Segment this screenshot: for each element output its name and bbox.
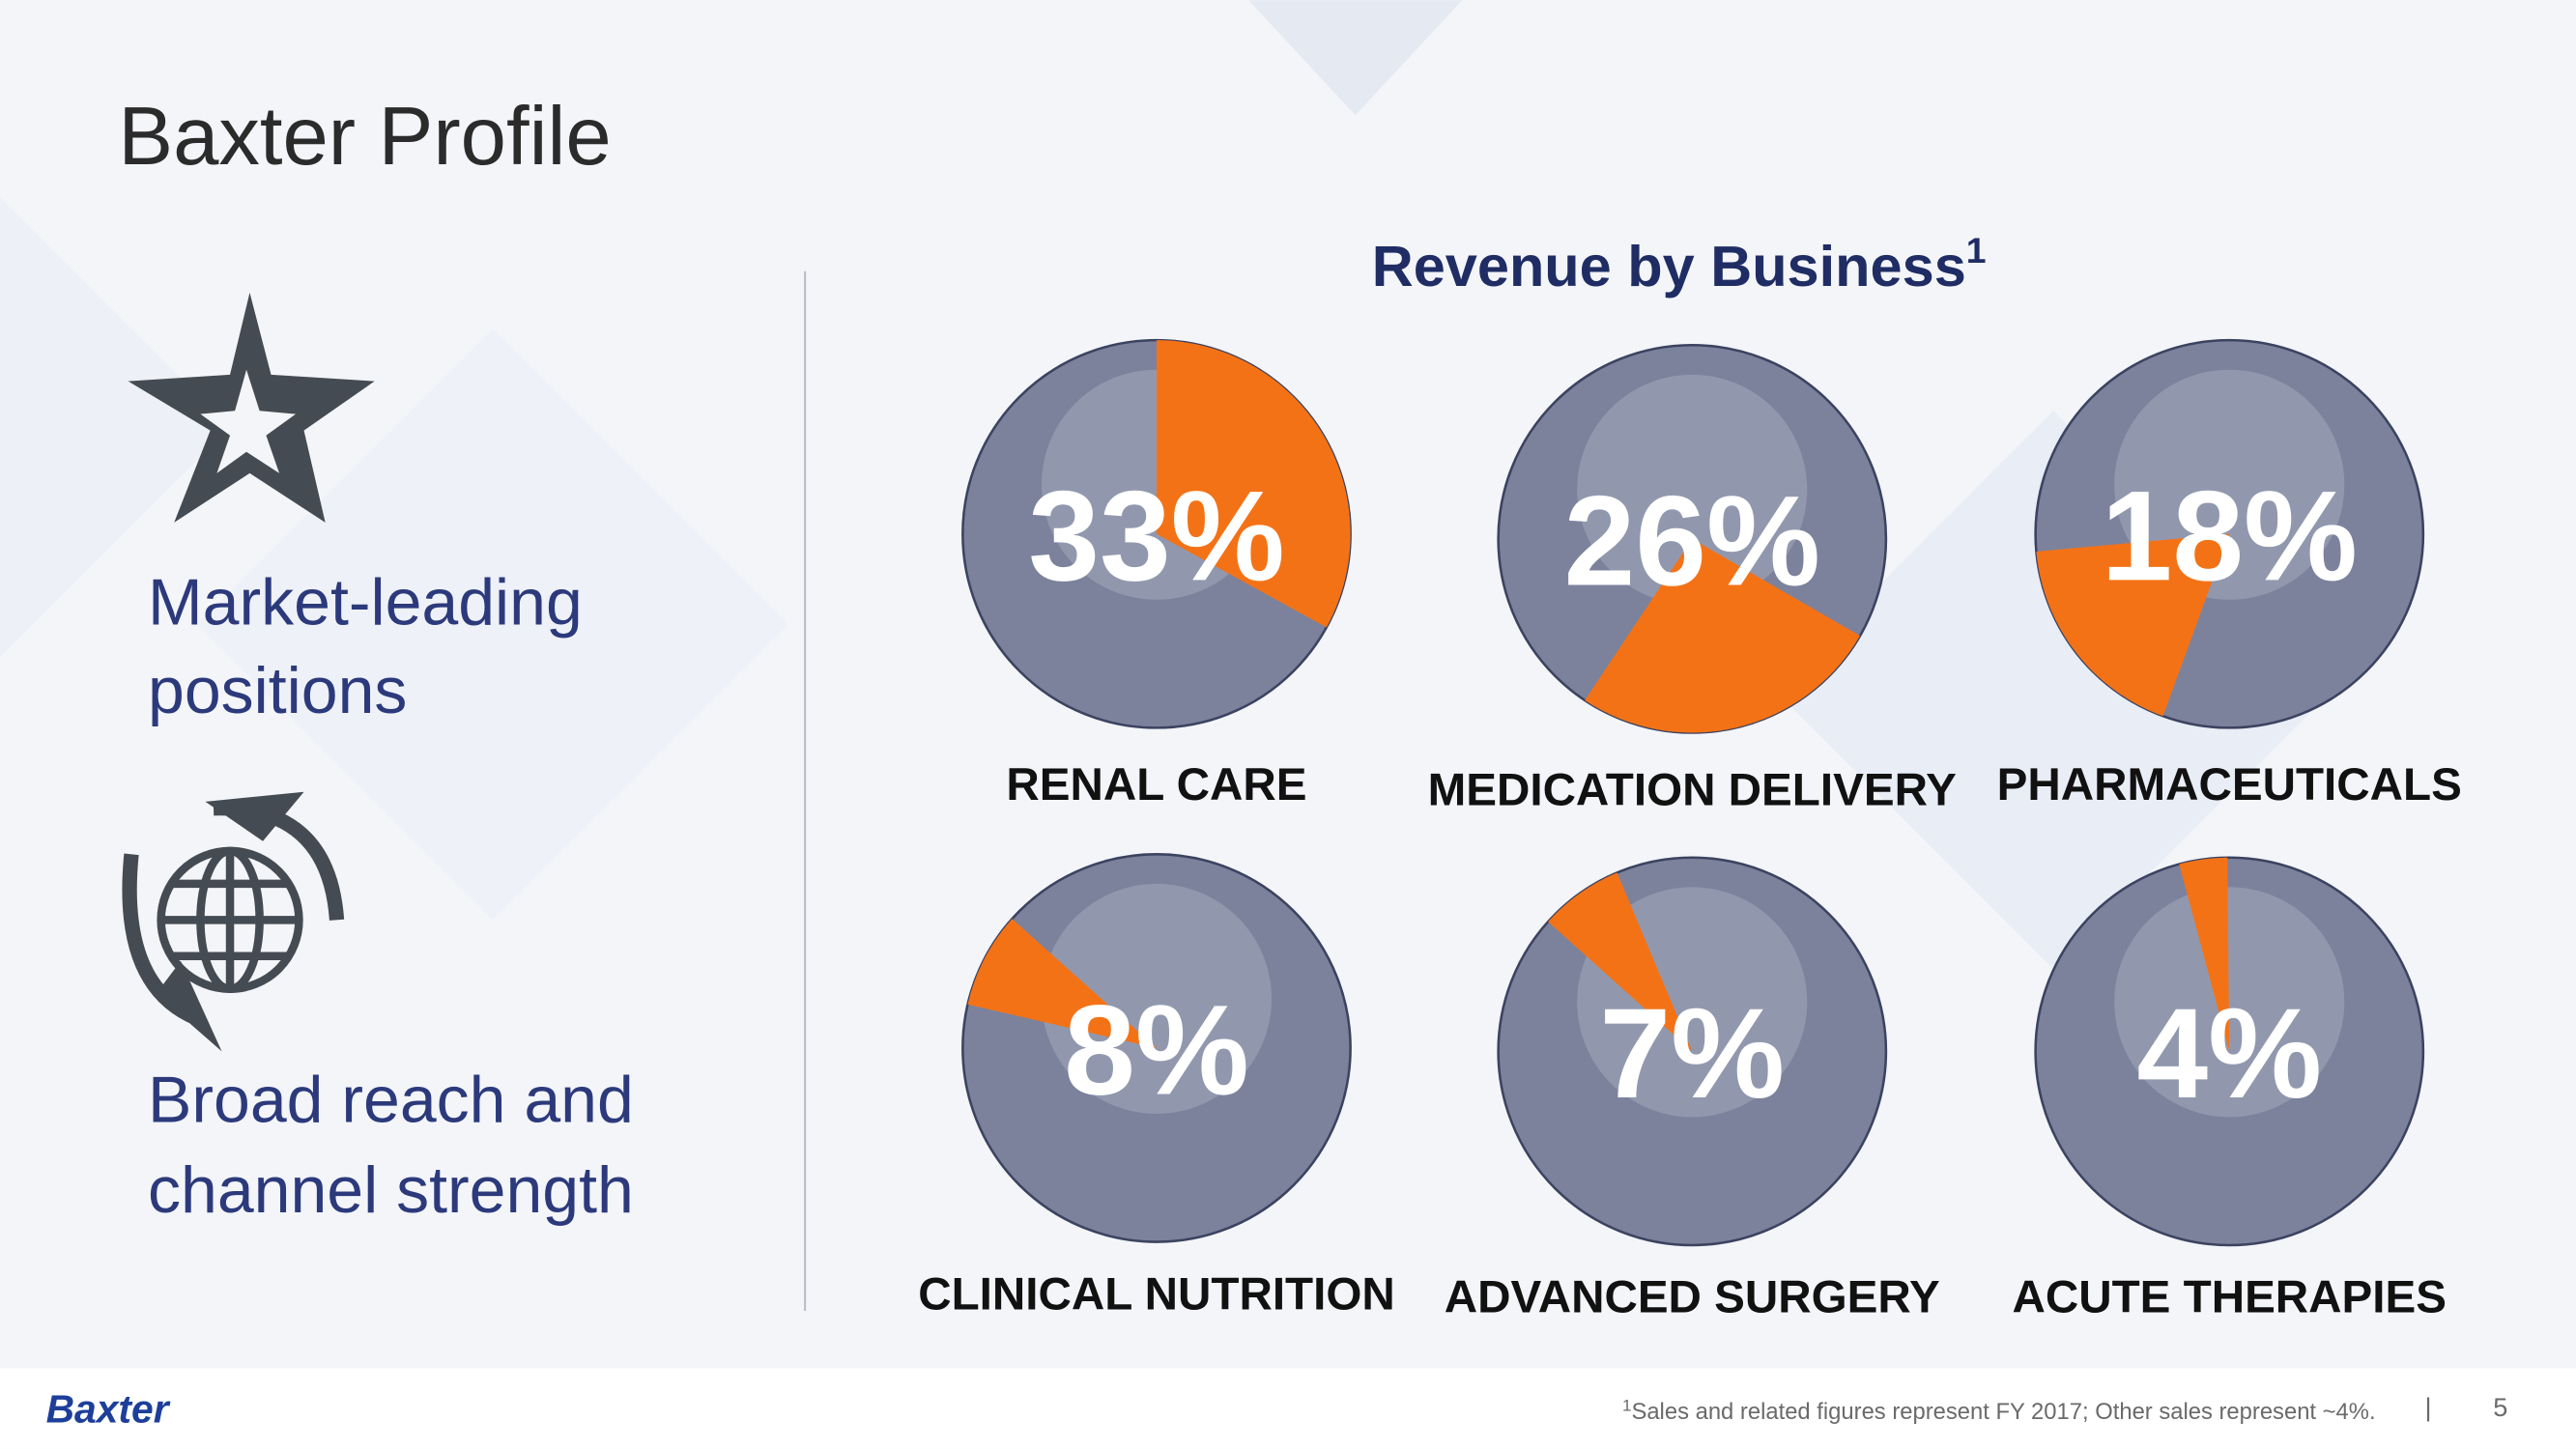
footnote-superscript: 1 [1622, 1397, 1631, 1415]
pie-wedge [1548, 872, 1693, 1052]
pie-wedge [2036, 533, 2230, 717]
photo-tint [1577, 374, 1808, 605]
footer-bar [0, 1368, 2576, 1449]
footnote-text: Sales and related figures represent FY 2… [1631, 1399, 2375, 1425]
value-label: 8% [1064, 980, 1249, 1122]
left-item-line: positions [148, 654, 407, 727]
slide-title: Baxter Profile [118, 91, 611, 183]
pie-wedge [967, 919, 1157, 1048]
category-label: CLINICAL NUTRITION [918, 1268, 1395, 1320]
footnote: 1Sales and related figures represent FY … [1622, 1397, 2376, 1426]
separator: | [2424, 1392, 2431, 1422]
category-label: RENAL CARE [1006, 759, 1306, 810]
value-label: 26% [1564, 469, 1820, 612]
value-label: 18% [2102, 465, 2358, 608]
left-item-line: channel strength [148, 1153, 634, 1227]
value-label: 4% [2136, 982, 2322, 1125]
category-label: PHARMACEUTICALS [1997, 759, 2462, 810]
page-number: 5 [2493, 1392, 2507, 1422]
pie-wedge [1156, 340, 1351, 628]
value-label: 7% [1599, 982, 1785, 1125]
star-icon [128, 292, 375, 523]
category-label: MEDICATION DELIVERY [1428, 764, 1957, 815]
photo-tint [2114, 887, 2345, 1118]
pie-wedge [1585, 538, 1861, 733]
pie-wedge [2179, 857, 2230, 1052]
left-item-line: Broad reach and [148, 1063, 634, 1136]
chart-title-text: Revenue by Business [1372, 234, 1966, 298]
category-label: ACUTE THERAPIES [2012, 1272, 2447, 1323]
category-label: ADVANCED SURGERY [1445, 1272, 1940, 1323]
bg-shape [1248, 0, 1463, 116]
globe-icon [122, 791, 345, 1052]
left-item-line: Market-leading [148, 565, 583, 639]
photo-tint [1041, 883, 1272, 1114]
bg-shape [0, 197, 231, 658]
value-label: 33% [1028, 465, 1284, 608]
logo: Baxter [46, 1387, 171, 1432]
chart-title: Revenue by Business1 [1372, 230, 1987, 298]
chart-title-superscript: 1 [1966, 230, 1987, 270]
